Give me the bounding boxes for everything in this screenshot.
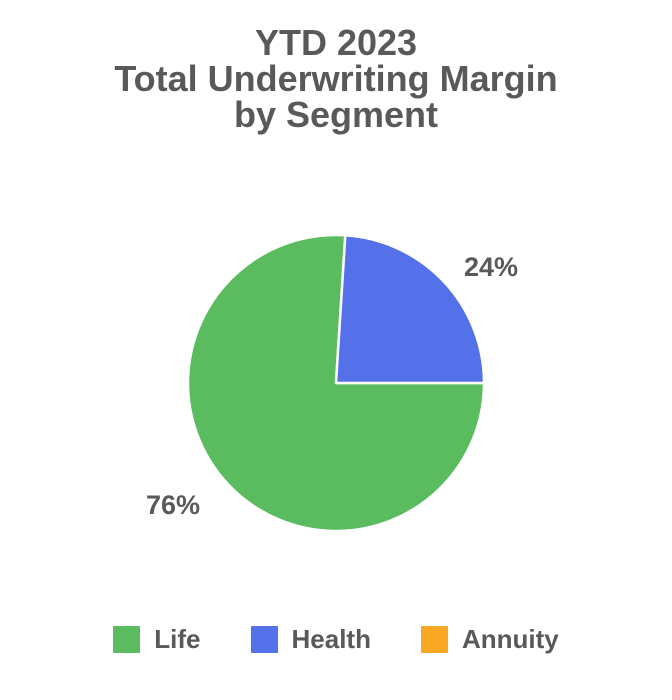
legend-item-health[interactable]: Health <box>250 624 371 654</box>
legend-item-life[interactable]: Life <box>113 624 201 654</box>
legend-item-annuity[interactable]: Annuity <box>420 624 559 654</box>
pie-slice-health[interactable] <box>334 234 486 385</box>
chart-title: YTD 2023 Total Underwriting Margin by Se… <box>0 25 672 133</box>
legend-swatch-health-icon <box>250 626 278 653</box>
legend-swatch-annuity-icon <box>420 626 448 653</box>
legend-label-annuity: Annuity <box>461 624 559 654</box>
chart-title-line-3: by Segment <box>233 94 439 135</box>
pie-label-health-pct: 24% <box>464 252 518 282</box>
legend-swatch-life-icon <box>113 626 141 653</box>
legend-label-health: Health <box>291 624 371 654</box>
legend-label-life: Life <box>154 624 201 654</box>
pie-label-life-pct: 76% <box>146 490 200 520</box>
chart-title-line-2: Total Underwriting Margin <box>114 58 558 99</box>
chart-legend: Life Health Annuity <box>0 626 672 653</box>
chart-title-line-1: YTD 2023 <box>254 22 418 63</box>
